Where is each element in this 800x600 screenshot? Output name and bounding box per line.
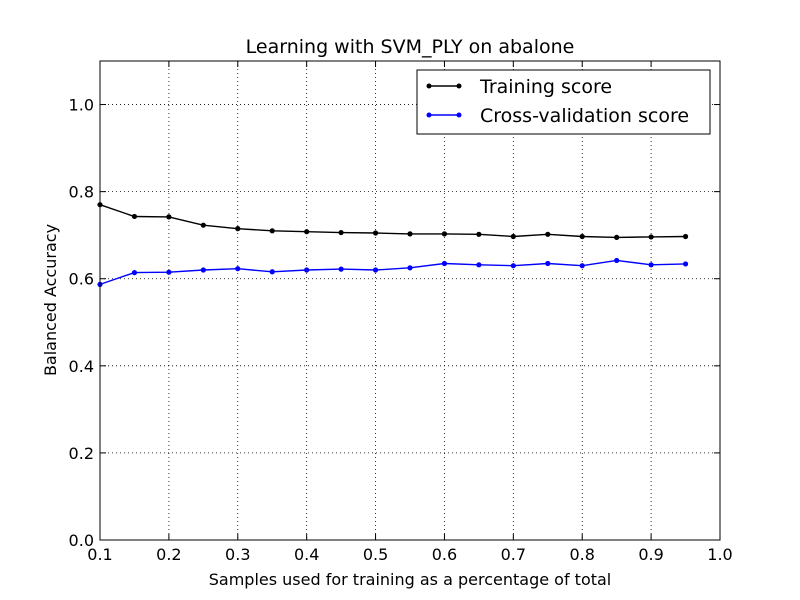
cross-validation-point [166,269,172,275]
y-tick-label: 0.6 [69,270,94,289]
training-point [476,231,482,237]
training-point [338,229,344,236]
chart-title: Learning with SVM_PLY on abalone [246,36,575,58]
legend-box [416,69,711,135]
cross-validation-point [648,262,654,268]
training-point [579,233,585,240]
y-tick-label: 0.4 [69,357,94,376]
training-point [304,229,310,235]
legend-marker-cv-end [456,112,462,118]
plot-frame [99,60,721,541]
training-point [269,228,275,234]
x-tick-label: 0.6 [432,545,457,564]
cross-validation-point [131,270,138,276]
cross-validation-point [441,260,448,267]
x-tick-label: 0.4 [294,545,319,564]
training-point [235,226,241,232]
cross-validation-point [235,266,241,272]
cross-validation-point [304,267,310,273]
legend: Training score Cross-validation score [416,69,711,135]
plot-area [100,61,720,540]
training-point [510,233,516,240]
series-layer [97,202,689,287]
training-point [200,222,206,228]
legend-label-training: Training score [479,76,612,98]
cross-validation-point [510,263,516,269]
training-point [407,231,413,237]
x-tick-label: 0.7 [501,545,526,564]
legend-marker-training-end [456,83,462,89]
x-tick-label: 1.0 [707,545,732,564]
training-series-line [99,204,686,239]
cross-validation-point [200,267,206,273]
y-tick-label: 0.8 [69,183,94,202]
cross-validation-point [545,260,551,267]
x-tick-label: 0.1 [87,545,112,564]
y-tick-label: 0.0 [69,531,94,550]
x-axis-label: Samples used for training as a percentag… [209,570,612,589]
cross-validation-point [407,265,413,271]
training-point [648,234,654,240]
training-point [131,213,138,220]
cross-validation-point [338,266,344,272]
y-axis-label: Balanced Accuracy [41,224,60,376]
cross-validation-point [476,262,482,268]
legend-marker-training [426,83,432,89]
legend-label-cv: Cross-validation score [480,105,689,127]
training-point [545,231,551,237]
cross-validation-point [269,269,275,275]
training-point [441,231,448,237]
cross-validation-point [682,261,689,267]
x-tick-label: 0.3 [225,545,250,564]
x-tick-label: 0.8 [569,545,594,564]
cross-validation-point [614,257,620,264]
x-tick-label: 0.9 [638,545,663,564]
training-point [614,234,620,240]
tick-labels: 0.1 0.2 0.3 0.4 0.5 0.6 0.7 0.8 0.9 1.0 0.0 0.2 0.4 0… [69,96,733,564]
y-tick-label: 0.2 [69,444,94,463]
training-point [372,230,379,236]
y-tick-label: 1.0 [69,96,94,115]
cross-validation-point [372,267,379,273]
x-tick-label: 0.5 [363,545,388,564]
legend-marker-cv [426,112,432,118]
cross-validation-point [579,263,585,269]
training-point [166,214,172,220]
x-tick-label: 0.2 [156,545,181,564]
cross-validation-series-line [99,259,686,286]
training-point [682,233,689,240]
ticks [99,61,721,541]
